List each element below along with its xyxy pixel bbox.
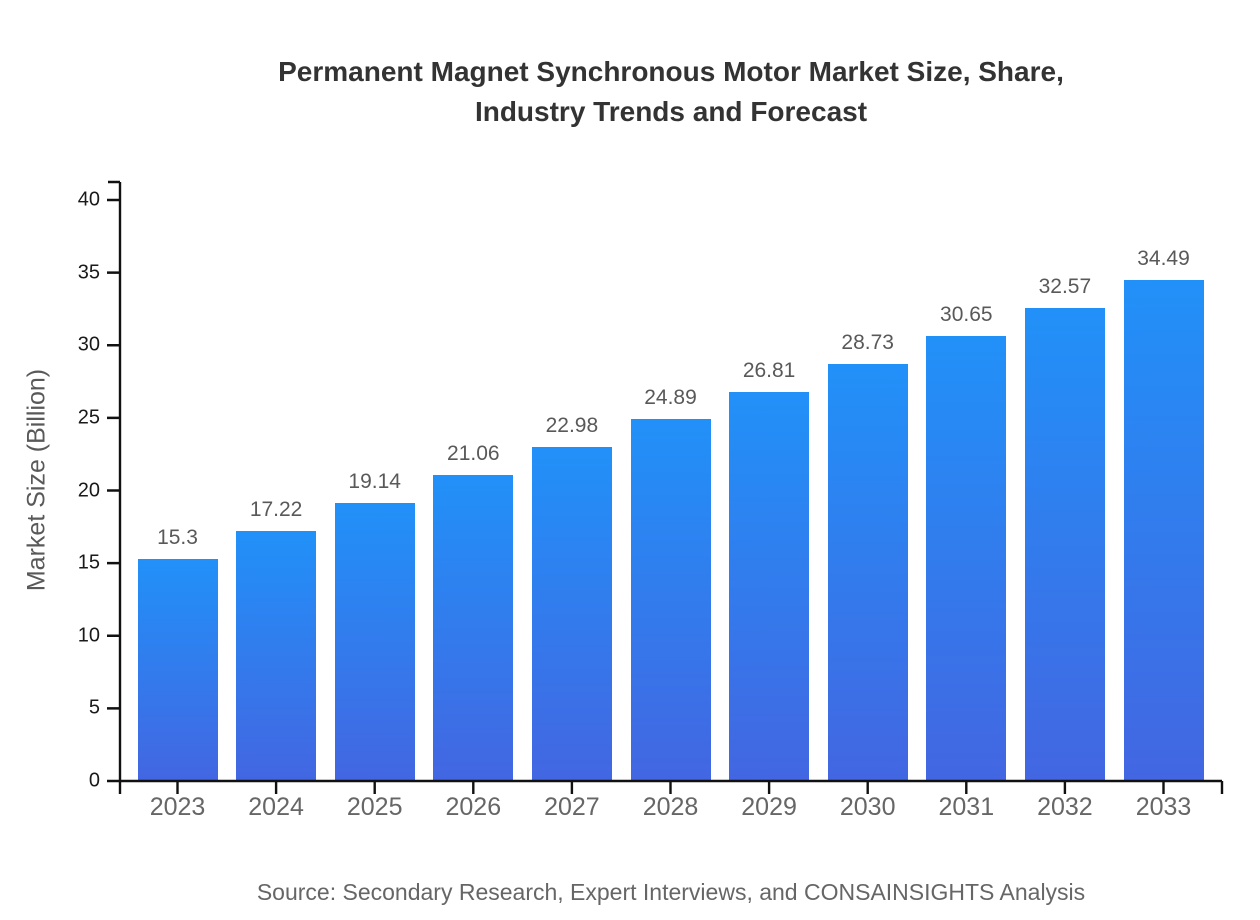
bar: [630, 419, 711, 781]
bar-value-label: 32.57: [1038, 275, 1092, 298]
bar-value-label: 21.06: [447, 442, 500, 465]
bar-value-label: 26.81: [742, 359, 796, 382]
bar-value-label: 19.14: [348, 470, 401, 493]
bar: [137, 559, 218, 781]
x-tick-label: 2028: [642, 793, 699, 821]
bar-value-label: 34.49: [1137, 247, 1190, 270]
x-tick-label: 2030: [839, 793, 896, 821]
y-tick-label: 0: [88, 769, 100, 792]
bar: [236, 531, 317, 781]
y-tick-label: 5: [88, 696, 100, 719]
bar-value-label: 15.3: [157, 526, 198, 549]
chart-title-line-1: Permanent Magnet Synchronous Motor Marke…: [278, 56, 1064, 87]
chart-title: Permanent Magnet Synchronous Motor Marke…: [120, 52, 1222, 132]
bar: [531, 447, 612, 781]
y-axis-title: Market Size (Billion): [22, 368, 51, 592]
bar: [334, 503, 415, 781]
bar: [926, 336, 1007, 781]
bar-value-label: 30.65: [940, 303, 993, 326]
y-tick-label: 20: [77, 479, 100, 501]
plot-area: 15.3 2023 17.22 2024 19.14 2025 21.06 2026 22.98…: [78, 182, 1222, 821]
bar-value-label: 24.89: [644, 386, 697, 409]
x-tick-label: 2032: [1037, 793, 1093, 821]
y-tick-label: 10: [77, 624, 100, 647]
x-tick-label: 2024: [248, 793, 304, 821]
bar: [1024, 308, 1105, 781]
bar: [827, 364, 908, 781]
x-tick-label: 2026: [445, 793, 502, 821]
bar-value-label: 17.22: [249, 498, 303, 521]
bar: [729, 392, 810, 781]
y-tick-label: 35: [77, 261, 100, 284]
x-tick-label: 2027: [544, 793, 600, 821]
bar-value-label: 22.98: [545, 414, 599, 437]
x-tick-label: 2029: [741, 793, 797, 821]
chart-title-line-2: Industry Trends and Forecast: [474, 96, 868, 127]
source-note: Source: Secondary Research, Expert Inter…: [256, 879, 1086, 905]
x-tick-label: 2023: [149, 793, 206, 821]
y-tick-label: 40: [77, 188, 100, 211]
x-tick-label: 2031: [938, 793, 995, 821]
x-tick-label: 2033: [1135, 793, 1192, 821]
y-tick-label: 15: [77, 551, 100, 574]
x-tick-label: 2025: [346, 793, 403, 821]
y-tick-label: 30: [77, 333, 100, 356]
bar: [433, 475, 514, 781]
y-tick-label: 25: [77, 406, 100, 429]
bar: [1123, 280, 1204, 781]
bar-value-label: 28.73: [841, 331, 894, 354]
